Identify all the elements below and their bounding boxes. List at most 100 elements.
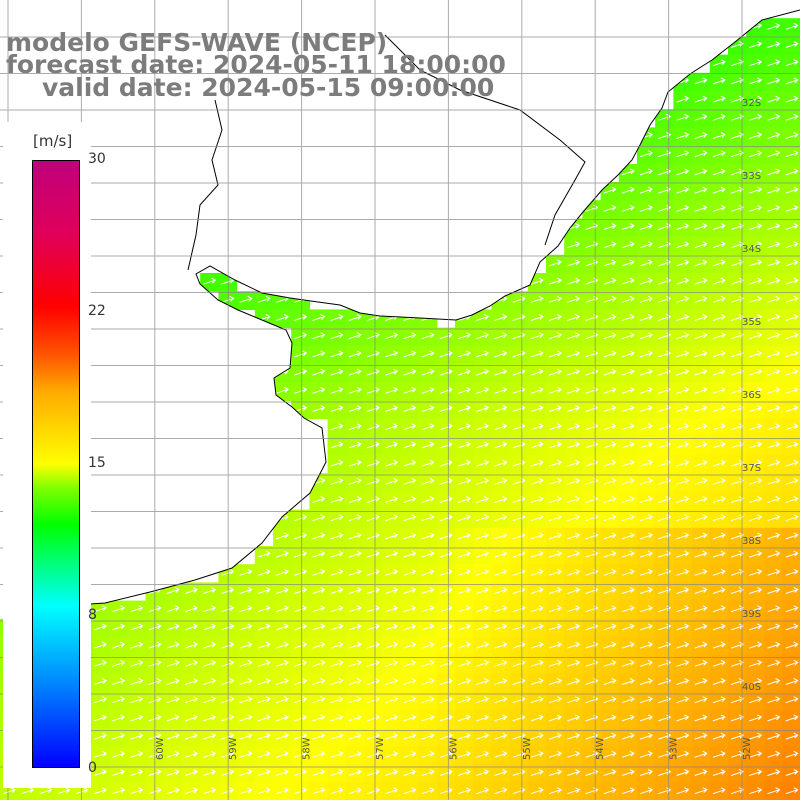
wind-arrow: [694, 204, 708, 212]
wind-arrow: [548, 477, 562, 485]
wind-arrow: [730, 59, 744, 67]
wind-arrow: [457, 368, 471, 376]
wind-arrow: [257, 605, 271, 613]
wind-arrow: [530, 787, 544, 795]
wind-arrow: [530, 477, 544, 485]
wind-arrow: [621, 168, 635, 176]
wind-arrow: [239, 787, 253, 795]
wind-arrow: [730, 386, 744, 394]
wind-arrow: [2, 787, 16, 795]
colorbar-tick-label: 22: [88, 303, 106, 319]
wind-arrow: [767, 659, 781, 667]
wind-arrow: [366, 568, 380, 576]
wind-arrow: [184, 587, 198, 594]
wind-arrow: [694, 732, 708, 740]
wind-arrow: [366, 423, 380, 431]
wind-arrow: [694, 314, 708, 321]
wind-arrow: [476, 496, 490, 503]
wind-arrow: [730, 477, 744, 485]
wind-arrow: [712, 696, 726, 704]
wind-arrow: [457, 405, 471, 412]
wind-arrow: [257, 295, 271, 303]
wind-arrow: [639, 405, 653, 412]
wind-arrow: [403, 568, 417, 576]
wind-arrow: [749, 132, 763, 139]
wind-arrow: [348, 732, 362, 740]
wind-arrow: [530, 368, 544, 376]
wind-arrow: [730, 750, 744, 758]
wind-arrow: [676, 623, 690, 631]
wind-arrow: [439, 459, 453, 467]
wind-arrow: [676, 750, 690, 758]
wind-arrow: [457, 532, 471, 540]
wind-arrow: [403, 350, 417, 358]
wind-arrow: [712, 514, 726, 522]
wind-arrow: [639, 459, 653, 467]
wind-arrow: [676, 168, 690, 176]
wind-arrow: [348, 477, 362, 485]
wind-arrow: [621, 659, 635, 667]
wind-arrow: [239, 659, 253, 667]
wind-arrow: [221, 587, 235, 594]
wind-arrow: [567, 532, 581, 540]
wind-arrow: [203, 714, 217, 722]
wind-arrow: [348, 623, 362, 631]
wind-arrow: [166, 732, 180, 740]
wind-arrow: [494, 641, 508, 649]
wind-arrow: [385, 423, 399, 431]
wind-arrow: [421, 441, 435, 449]
wind-arrow: [730, 41, 744, 48]
wind-arrow: [385, 532, 399, 540]
wind-arrow: [294, 732, 308, 740]
wind-arrow: [712, 605, 726, 613]
wind-arrow: [348, 314, 362, 321]
wind-arrow: [767, 623, 781, 631]
wind-arrow: [366, 714, 380, 722]
wind-arrow: [476, 587, 490, 594]
wind-arrow: [348, 405, 362, 412]
wind-arrow: [403, 477, 417, 485]
wind-arrow: [403, 678, 417, 685]
wind-arrow: [476, 732, 490, 740]
wind-arrow: [639, 714, 653, 722]
wind-arrow: [603, 732, 617, 740]
wind-arrow: [239, 623, 253, 631]
wind-arrow: [330, 659, 344, 667]
wind-arrow: [621, 678, 635, 685]
wind-arrow: [221, 641, 235, 649]
wind-arrow: [439, 641, 453, 649]
wind-arrow: [676, 259, 690, 267]
wind-arrow: [730, 241, 744, 249]
wind-arrow: [785, 405, 799, 412]
wind-arrow: [93, 678, 107, 685]
wind-arrow: [767, 550, 781, 558]
wind-arrow: [348, 368, 362, 376]
wind-arrow: [130, 623, 144, 631]
wind-arrow: [221, 659, 235, 667]
wind-arrow: [767, 386, 781, 394]
wind-arrow: [257, 787, 271, 795]
wind-arrow: [184, 769, 198, 776]
wind-arrow: [694, 186, 708, 194]
wind-arrow: [403, 514, 417, 522]
wind-arrow: [603, 386, 617, 394]
wind-arrow: [567, 750, 581, 758]
wind-arrow: [203, 678, 217, 685]
wind-arrow: [312, 368, 326, 376]
wind-arrow: [112, 696, 126, 704]
wind-arrow: [184, 696, 198, 704]
wind-arrow: [421, 459, 435, 467]
wind-arrow: [621, 769, 635, 776]
wind-arrow: [221, 605, 235, 613]
wind-arrow: [603, 568, 617, 576]
wind-arrow: [767, 459, 781, 467]
wind-arrow: [403, 769, 417, 776]
wind-arrow: [439, 550, 453, 558]
wind-arrow: [785, 41, 799, 48]
wind-arrow: [457, 696, 471, 704]
model-title: modelo GEFS-WAVE (NCEP): [6, 28, 388, 57]
wind-arrow: [712, 386, 726, 394]
wind-arrow: [421, 623, 435, 631]
wind-arrow: [330, 477, 344, 485]
